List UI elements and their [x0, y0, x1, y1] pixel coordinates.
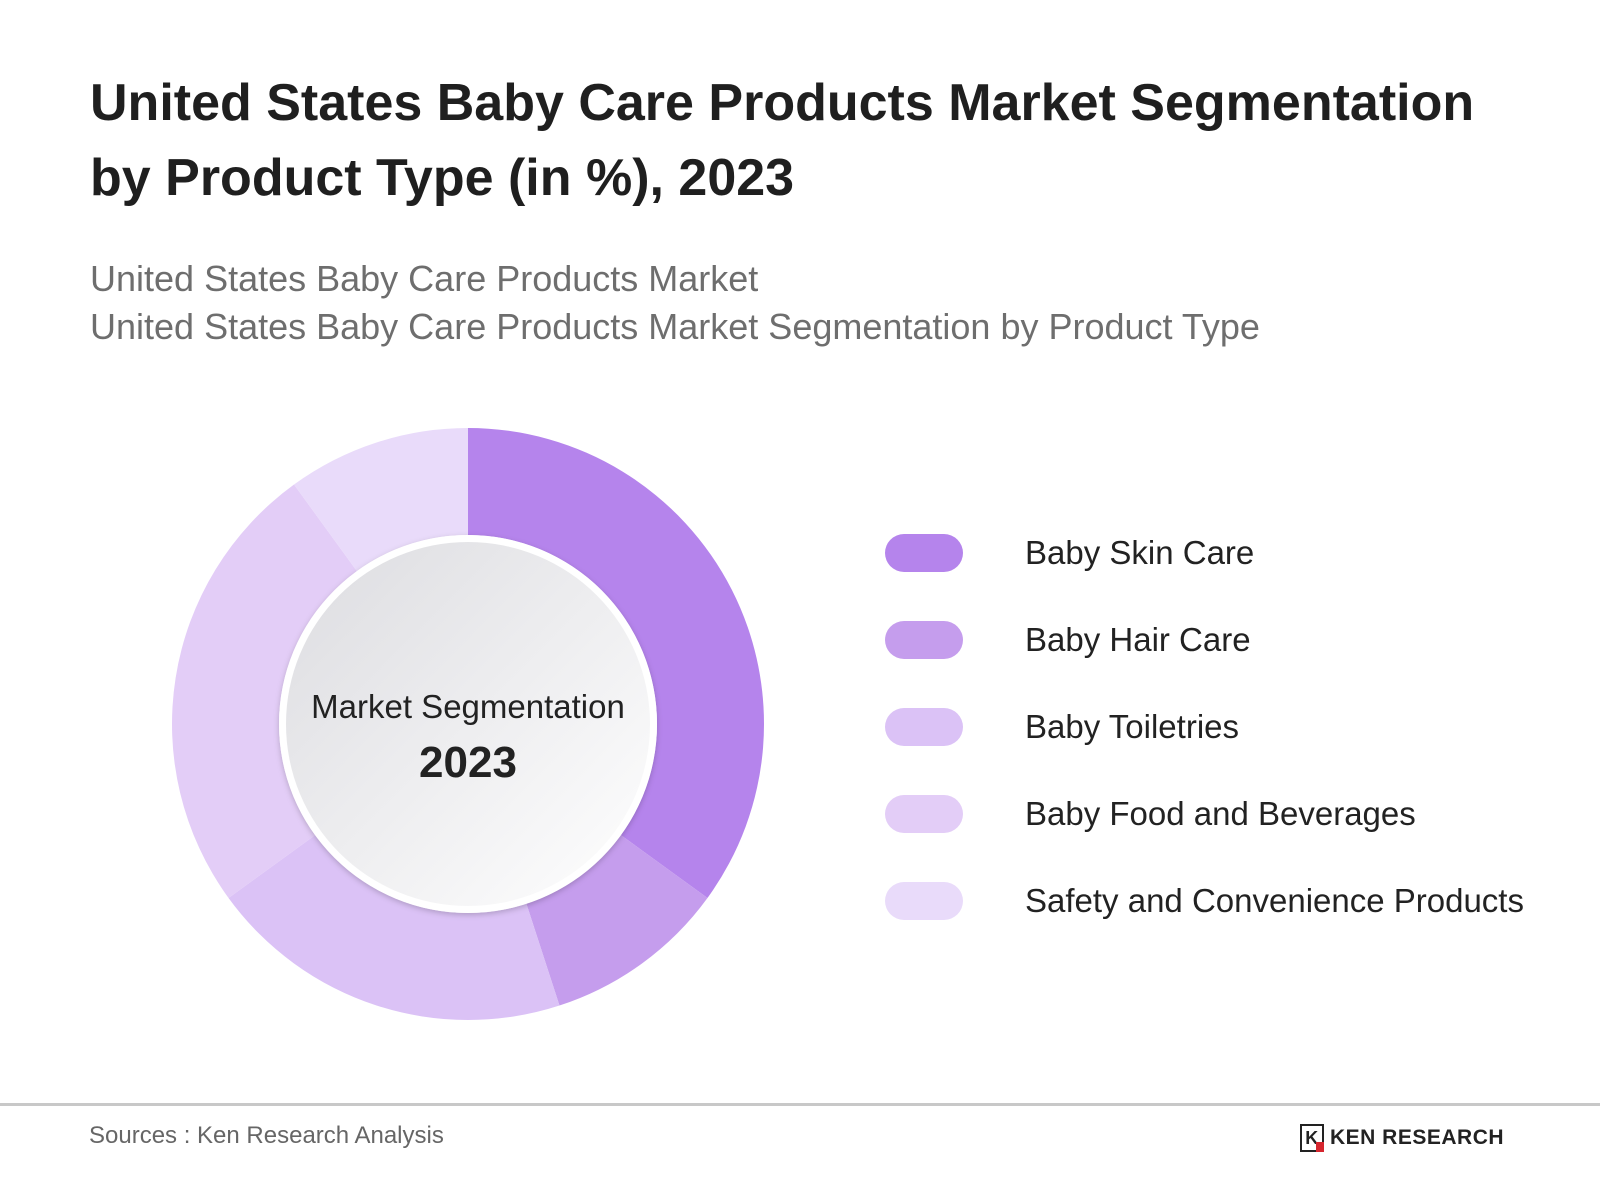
legend-swatch: [885, 534, 963, 572]
donut-slice-baby-skin-care: [468, 428, 765, 898]
legend-label: Safety and Convenience Products: [1025, 882, 1524, 919]
legend-swatch: [885, 795, 963, 833]
ken-research-logo: K KEN RESEARCH: [1300, 1124, 1504, 1152]
legend-swatch: [885, 882, 963, 920]
donut-slice-baby-food-and-beverages: [172, 484, 357, 898]
chart-title: United States Baby Care Products Market …: [90, 74, 1475, 207]
center-label: Market Segmentation: [311, 688, 625, 725]
footer-divider: [0, 1103, 1600, 1106]
donut-slice-safety-and-convenience-products: [294, 428, 468, 572]
legend-label: Baby Skin Care: [1025, 534, 1255, 571]
logo-text: KEN RESEARCH: [1330, 1126, 1505, 1149]
donut-slice-baby-hair-care: [526, 835, 708, 1006]
subtitle-segmentation: United States Baby Care Products Market …: [90, 306, 1260, 347]
logo-mark-icon: K: [1300, 1124, 1324, 1152]
source-note: Sources : Ken Research Analysis: [89, 1122, 444, 1149]
legend-item: Safety and Convenience Products: [885, 881, 1524, 921]
subtitle-market: United States Baby Care Products Market: [90, 258, 759, 299]
center-year: 2023: [419, 738, 517, 787]
legend-label: Baby Toiletries: [1025, 708, 1240, 745]
legend-item: Baby Hair Care: [885, 620, 1251, 660]
legend-item: Baby Food and Beverages: [885, 794, 1416, 834]
legend-swatch: [885, 621, 963, 659]
legend-item: Baby Toiletries: [885, 707, 1239, 747]
legend-label: Baby Food and Beverages: [1025, 795, 1416, 832]
donut-center-gradient: [286, 542, 650, 906]
legend-item: Baby Skin Care: [885, 533, 1254, 573]
donut-slice-baby-toiletries: [228, 835, 560, 1021]
legend-label: Baby Hair Care: [1025, 621, 1251, 658]
legend-swatch: [885, 708, 963, 746]
